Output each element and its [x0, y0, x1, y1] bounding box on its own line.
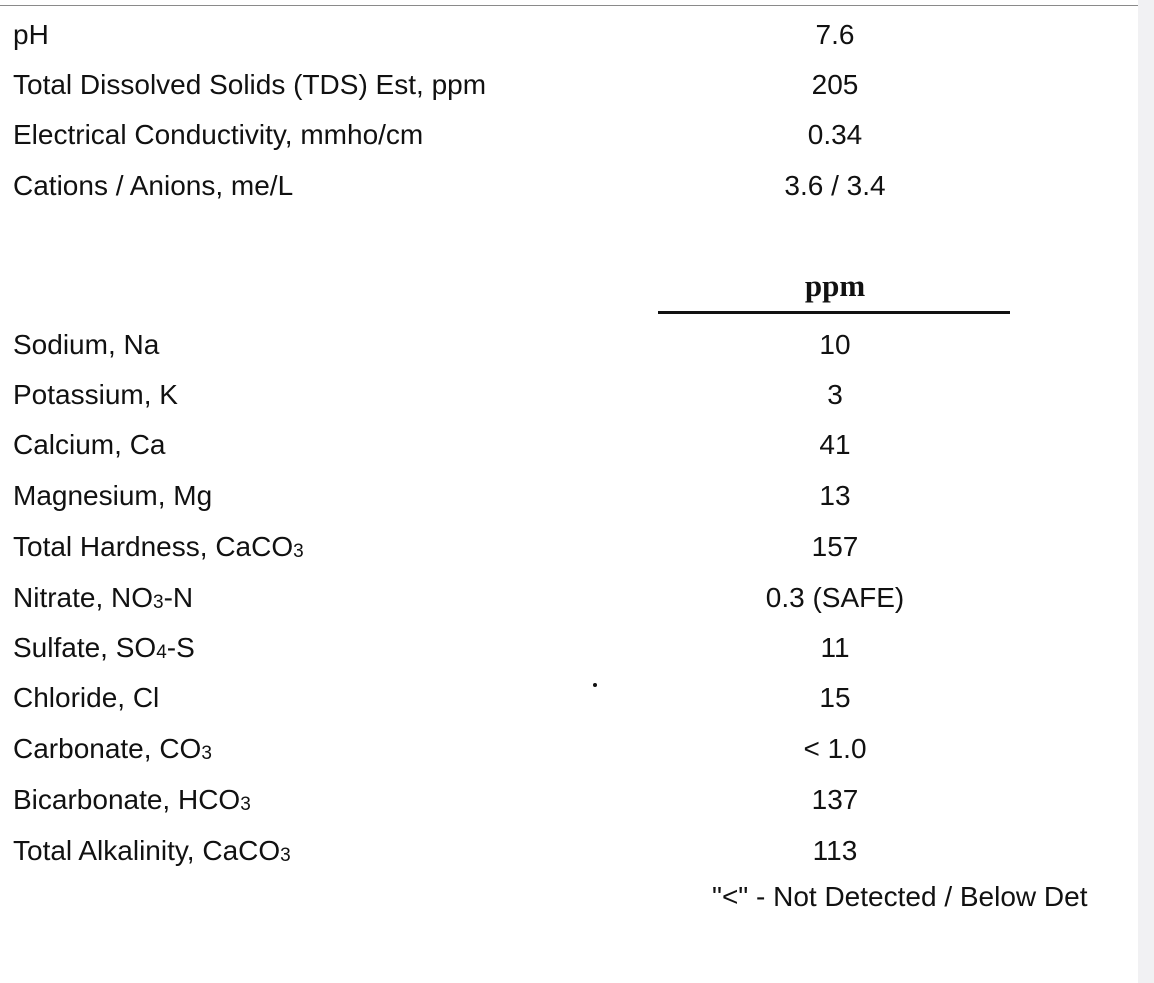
label-suffix: -S — [166, 632, 195, 663]
row-label: pH — [13, 19, 49, 50]
analyte-row-nitrate: Nitrate, NO3-N 0.3 (SAFE) — [0, 578, 1138, 618]
row-value: 13 — [819, 480, 851, 511]
row-label: Sodium, Na — [13, 329, 160, 360]
top-divider — [0, 5, 1138, 6]
row-label: Electrical Conductivity, mmho/cm — [13, 119, 424, 150]
row-label: Carbonate, CO3 — [13, 729, 212, 774]
row-label: Nitrate, NO3-N — [13, 578, 193, 623]
unit-column-header: ppm — [804, 268, 866, 303]
row-label: Sulfate, SO4-S — [13, 628, 195, 673]
analyte-row-sodium: Sodium, Na 10 — [0, 325, 1138, 365]
row-value: 15 — [819, 682, 851, 713]
row-value: 137 — [811, 784, 859, 815]
header-underline — [658, 311, 1010, 314]
row-value: 3 — [827, 379, 843, 410]
detection-footnote: "<" - Not Detected / Below Det — [712, 881, 1088, 912]
label-subscript: 4 — [156, 642, 167, 663]
label-subscript: 3 — [201, 743, 212, 764]
row-value: 0.34 — [807, 119, 863, 150]
row-value: < 1.0 — [803, 733, 867, 764]
row-label: Cations / Anions, me/L — [13, 170, 294, 201]
row-label: Total Hardness, CaCO3 — [13, 527, 304, 572]
analyte-row-magnesium: Magnesium, Mg 13 — [0, 476, 1138, 516]
row-label: Calcium, Ca — [13, 429, 166, 460]
summary-row-tds: Total Dissolved Solids (TDS) Est, ppm 20… — [0, 65, 1138, 105]
row-value: 157 — [811, 531, 859, 562]
viewer-scrollbar-gutter[interactable] — [1138, 0, 1154, 983]
label-suffix: -N — [163, 582, 194, 613]
analyte-row-sulfate: Sulfate, SO4-S 11 — [0, 628, 1138, 668]
analyte-row-chloride: Chloride, Cl 15 — [0, 678, 1138, 718]
stray-mark — [593, 683, 597, 687]
label-subscript: 3 — [280, 845, 291, 866]
label-subscript: 3 — [293, 541, 304, 562]
label-text: Sulfate, SO — [13, 632, 157, 663]
row-value: 113 — [812, 835, 858, 866]
row-label: Total Dissolved Solids (TDS) Est, ppm — [13, 69, 487, 100]
summary-row-cations-anions: Cations / Anions, me/L 3.6 / 3.4 — [0, 166, 1138, 206]
row-value: 41 — [819, 429, 851, 460]
label-text: Total Hardness, CaCO — [13, 531, 294, 562]
row-label: Magnesium, Mg — [13, 480, 213, 511]
summary-row-conductivity: Electrical Conductivity, mmho/cm 0.34 — [0, 115, 1138, 155]
analyte-row-bicarbonate: Bicarbonate, HCO3 137 — [0, 780, 1138, 820]
row-value: 11 — [820, 632, 850, 663]
analyte-row-carbonate: Carbonate, CO3 < 1.0 — [0, 729, 1138, 769]
label-subscript: 3 — [153, 592, 164, 613]
row-value: 0.3 (SAFE) — [765, 582, 905, 613]
label-text: Nitrate, NO — [13, 582, 154, 613]
row-value: 7.6 — [815, 19, 855, 50]
row-value: 205 — [811, 69, 859, 100]
row-value: 10 — [819, 329, 851, 360]
row-value: 3.6 / 3.4 — [784, 170, 886, 201]
row-label: Chloride, Cl — [13, 682, 160, 713]
label-text: Total Alkalinity, CaCO — [13, 835, 281, 866]
label-subscript: 3 — [240, 794, 251, 815]
analyte-row-total-hardness: Total Hardness, CaCO3 157 — [0, 527, 1138, 567]
row-label: Potassium, K — [13, 379, 178, 410]
row-label: Bicarbonate, HCO3 — [13, 780, 251, 825]
label-text: Carbonate, CO — [13, 733, 202, 764]
row-label: Total Alkalinity, CaCO3 — [13, 831, 291, 876]
analyte-row-calcium: Calcium, Ca 41 — [0, 425, 1138, 465]
label-text: Bicarbonate, HCO — [13, 784, 241, 815]
summary-row-ph: pH 7.6 — [0, 15, 1138, 55]
analyte-row-total-alkalinity: Total Alkalinity, CaCO3 113 — [0, 831, 1138, 871]
analyte-row-potassium: Potassium, K 3 — [0, 375, 1138, 415]
